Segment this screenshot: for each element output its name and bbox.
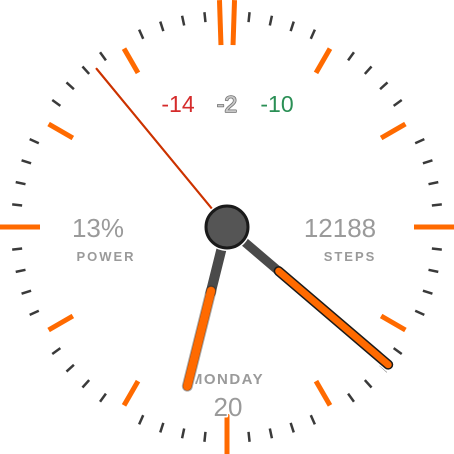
power-value: 13% (72, 213, 124, 243)
minute-tick (81, 379, 91, 389)
minute-tick (138, 414, 145, 425)
minute-tick (431, 203, 442, 207)
minute-tick (180, 428, 186, 439)
minute-tick (51, 347, 62, 355)
day-of-month: 20 (214, 392, 243, 422)
temp-high: -10 (260, 91, 293, 117)
minute-tick (65, 81, 75, 91)
minute-hand (275, 267, 392, 369)
minute-tick (81, 65, 91, 75)
minute-tick (422, 159, 433, 165)
minute-tick (247, 431, 251, 442)
minute-tick (422, 289, 433, 295)
minute-tick (363, 379, 373, 389)
power-complication[interactable]: 13% POWER (70, 212, 136, 266)
minute-tick (309, 29, 316, 40)
minute-tick (12, 247, 23, 251)
minute-tick (347, 51, 355, 62)
minute-tick (289, 21, 295, 32)
minute-tick (159, 21, 165, 32)
hour-tick (379, 121, 407, 141)
minute-tick (428, 268, 439, 274)
minute-tick (268, 428, 274, 439)
minute-tick (431, 247, 442, 251)
minute-tick (414, 138, 425, 145)
hour-tick (313, 379, 333, 407)
steps-complication[interactable]: 12188 STEPS (302, 212, 377, 266)
date-complication[interactable]: MONDAY 20 (188, 370, 264, 424)
minute-tick (392, 347, 403, 355)
steps-value: 12188 (304, 213, 376, 243)
minute-tick (203, 12, 207, 23)
minute-tick (99, 51, 107, 62)
minute-tick (51, 99, 62, 107)
minute-tick (428, 180, 439, 186)
minute-tick (203, 431, 207, 442)
minute-tick (363, 65, 373, 75)
minute-tick (65, 363, 75, 373)
weekday-label: MONDAY (190, 371, 264, 388)
minute-tick (138, 29, 145, 40)
steps-label: STEPS (324, 249, 377, 264)
hour-tick (313, 47, 333, 75)
minute-tick (268, 15, 274, 26)
minute-tick (159, 422, 165, 433)
hour-tick (121, 379, 141, 407)
minute-tick (21, 159, 32, 165)
hour-hand-fill (183, 287, 216, 391)
minute-tick (21, 289, 32, 295)
center-pin (204, 204, 250, 250)
minute-tick (392, 99, 403, 107)
minute-tick (29, 138, 40, 145)
minute-tick (99, 392, 107, 403)
minute-tick (347, 392, 355, 403)
hour-tick (47, 121, 75, 141)
minute-tick (289, 422, 295, 433)
minute-tick (180, 15, 186, 26)
minute-tick (15, 268, 26, 274)
temp-low: -14 (161, 91, 194, 117)
minute-tick (15, 180, 26, 186)
second-hand-tip (95, 67, 228, 228)
temperature-complication[interactable]: -14 -2 -10 (160, 90, 295, 119)
minute-tick (379, 81, 389, 91)
minute-tick (29, 309, 40, 316)
hour-tick (121, 47, 141, 75)
hour-tick (47, 313, 75, 333)
minute-tick (414, 309, 425, 316)
hour-tick-12-right (230, 0, 238, 46)
hour-tick (379, 313, 407, 333)
temp-current: -2 (217, 91, 237, 117)
clock-hands (95, 67, 397, 398)
minute-tick (12, 203, 23, 207)
minute-tick (247, 12, 251, 23)
minute-tick (309, 414, 316, 425)
hour-tick-12-left (216, 0, 224, 46)
power-label: POWER (76, 249, 135, 264)
